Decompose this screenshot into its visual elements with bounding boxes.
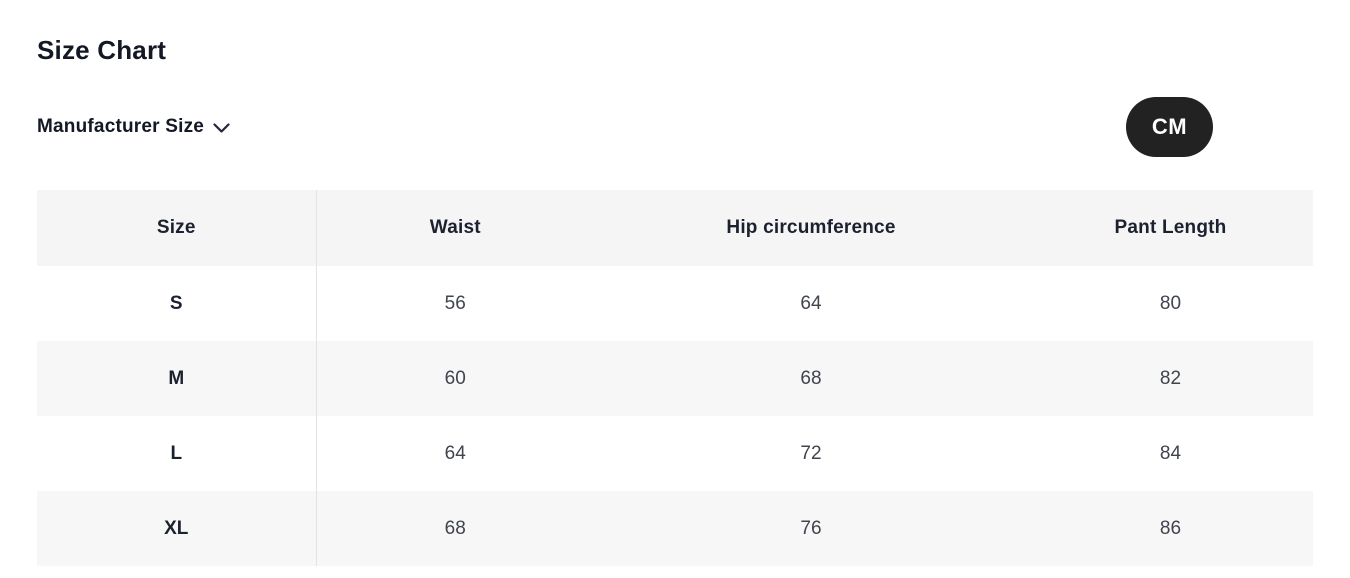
waist-cell: 60	[444, 367, 466, 389]
table-header-row: Size Waist Hip circumference Pant Length	[37, 190, 1313, 266]
waist-cell: 68	[444, 517, 466, 539]
hip-cell: 68	[800, 367, 822, 389]
size-cell: L	[37, 416, 317, 491]
size-cell: M	[37, 341, 317, 416]
column-header-pant-length: Pant Length	[1114, 217, 1227, 238]
page-title: Size Chart	[37, 35, 167, 65]
table-row-xl: XL 68 76 86	[37, 491, 1313, 566]
pant-length-cell: 80	[1159, 292, 1182, 314]
hip-cell: 72	[800, 442, 822, 464]
size-chart-panel: Size Chart Manufacturer Size CM Size Wai…	[0, 36, 1350, 566]
manufacturer-size-label: Manufacturer Size	[37, 116, 205, 137]
waist-cell: 56	[444, 292, 466, 314]
hip-cell: 76	[800, 517, 822, 539]
table-row-l: L 64 72 84	[37, 416, 1313, 491]
column-header-size: Size	[37, 190, 317, 266]
column-header-hip-circumference: Hip circumference	[726, 217, 896, 238]
waist-cell: 64	[444, 442, 466, 464]
pant-length-cell: 82	[1159, 367, 1182, 389]
table-row-m: M 60 68 82	[37, 341, 1313, 416]
hip-cell: 64	[800, 292, 822, 314]
pant-length-cell: 84	[1159, 442, 1182, 464]
size-chart-table: Size Waist Hip circumference Pant Length…	[37, 190, 1313, 566]
table-row-s: S 56 64 80	[37, 266, 1313, 341]
column-header-waist: Waist	[429, 217, 481, 238]
pant-length-cell: 86	[1159, 517, 1182, 539]
unit-toggle-cm-button[interactable]: CM	[1126, 97, 1213, 157]
chevron-down-icon	[213, 123, 230, 133]
controls-row: Manufacturer Size CM	[37, 97, 1313, 157]
size-cell: XL	[37, 491, 317, 566]
manufacturer-size-dropdown[interactable]: Manufacturer Size	[37, 116, 230, 138]
size-cell: S	[37, 266, 317, 341]
